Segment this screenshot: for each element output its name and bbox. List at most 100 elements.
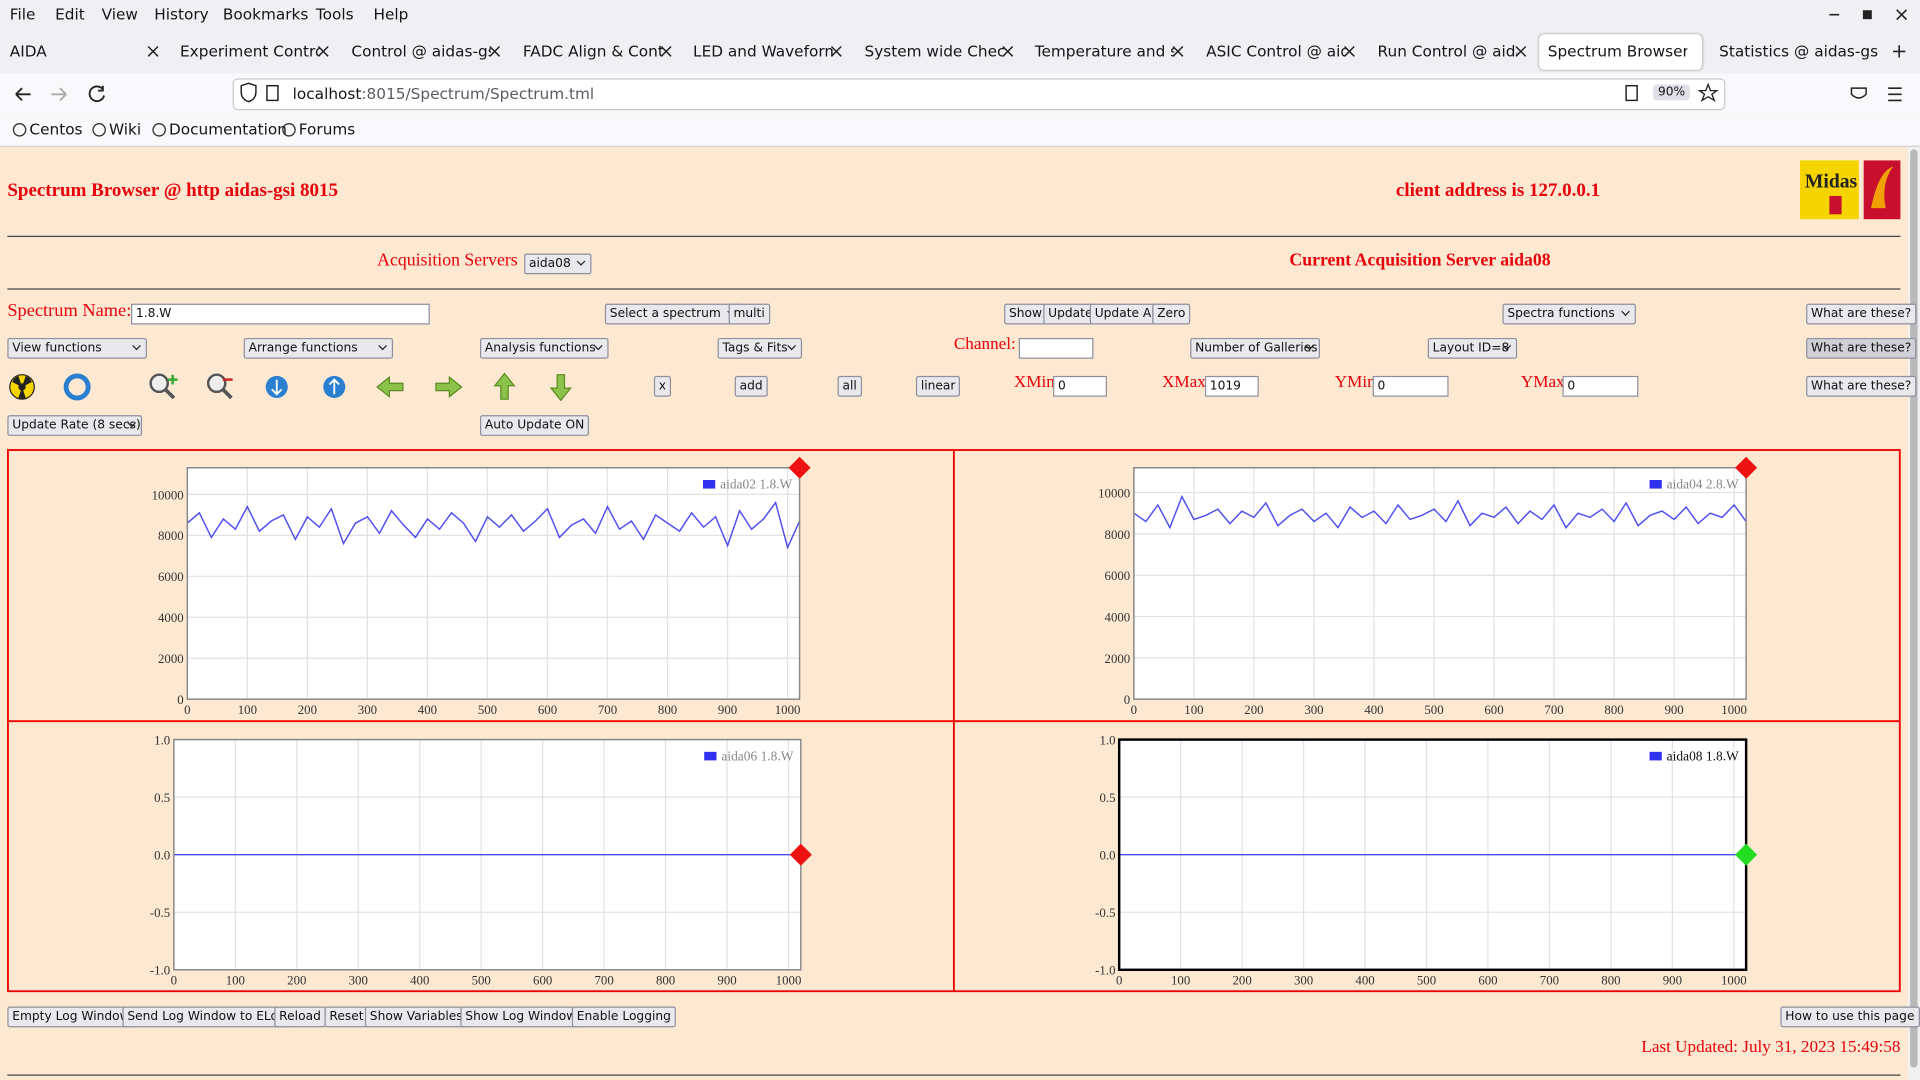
footer-button[interactable]: Show Variables (365, 1007, 468, 1028)
select[interactable]: Number of Galleries (1190, 338, 1320, 359)
button[interactable]: What are these? (1806, 376, 1916, 397)
plot-handle[interactable] (790, 844, 812, 866)
y-tick-label: 0.5 (154, 791, 170, 805)
tab-title[interactable]: Temperature and sta (1035, 42, 1175, 60)
footer-button[interactable]: Reset (324, 1007, 368, 1028)
tab-title[interactable]: FADC Align & Contro (523, 42, 663, 60)
y-tick-label: 0.5 (1099, 791, 1115, 805)
footer-button[interactable]: Reload (274, 1007, 325, 1028)
menu-item[interactable]: File (10, 5, 36, 23)
y-tick-label: 8000 (158, 529, 184, 543)
x-tick-label: 400 (1355, 973, 1374, 987)
button[interactable]: Show (1004, 304, 1047, 325)
x-tick-label: 400 (410, 973, 429, 987)
series-line (1134, 497, 1746, 528)
button[interactable]: multi (729, 304, 770, 325)
legend-swatch (1650, 480, 1662, 489)
button[interactable]: What are these? (1806, 304, 1916, 325)
tab-title[interactable]: Experiment Control @ (180, 42, 320, 60)
plot-handle[interactable] (1735, 457, 1757, 479)
select[interactable]: Layout ID=8 (1428, 338, 1517, 359)
input[interactable]: 0 (1373, 376, 1449, 397)
y-tick-label: 2000 (158, 652, 184, 666)
tab-title[interactable]: Statistics @ aidas-gsi (1719, 42, 1878, 60)
chart: 0100200300400500600700800900100002000400… (1098, 457, 1757, 717)
field-label: Channel: (954, 336, 1016, 356)
acq-current: Current Acquisition Server aida08 (1289, 251, 1550, 272)
footer-button[interactable]: Show Log Window (460, 1007, 581, 1028)
button[interactable]: add (735, 376, 768, 397)
button[interactable]: What are these? (1806, 338, 1916, 359)
legend-swatch (703, 480, 715, 489)
footer-button[interactable]: Empty Log Window (7, 1007, 134, 1028)
y-tick-label: 10000 (1098, 486, 1130, 500)
button[interactable]: Auto Update ON (480, 415, 589, 436)
x-tick-label: 1000 (775, 703, 801, 717)
plot-border (174, 740, 801, 970)
bookmark[interactable]: Centos (29, 120, 82, 138)
y-tick-label: 6000 (1105, 569, 1131, 583)
input[interactable]: 0 (1562, 376, 1638, 397)
menu-item[interactable]: Edit (55, 5, 85, 23)
menu-item[interactable]: Help (373, 5, 408, 23)
select[interactable]: Tags & Fits (718, 338, 802, 359)
tab-title[interactable]: LED and Waveform c (693, 42, 833, 60)
bookmark[interactable]: Forums (299, 120, 356, 138)
plot-handle[interactable] (1735, 844, 1757, 866)
bookmark[interactable]: Wiki (109, 120, 141, 138)
zoom-level[interactable]: 90% (1653, 84, 1690, 100)
x-tick-label: 400 (1364, 703, 1383, 717)
chart: 01002003004005006007008009001000-1.0-0.5… (150, 733, 812, 987)
x-tick-label: 500 (472, 973, 491, 987)
button[interactable]: x (654, 376, 671, 397)
plot-handle[interactable] (789, 457, 811, 479)
button[interactable]: all (838, 376, 862, 397)
menu-item[interactable]: History (154, 5, 208, 23)
input[interactable]: 1.8.W (131, 304, 430, 325)
x-tick-label: 0 (184, 703, 190, 717)
footer-button[interactable]: Send Log Window to ELog (122, 1007, 290, 1028)
x-tick-label: 100 (1184, 703, 1203, 717)
tab-title[interactable]: AIDA (10, 42, 47, 60)
select[interactable]: Arrange functions (244, 338, 393, 359)
button[interactable]: linear (916, 376, 960, 397)
x-tick-label: 100 (226, 973, 245, 987)
page-title: Spectrum Browser @ http aidas-gsi 8015 (7, 180, 338, 202)
tab-title[interactable]: Control @ aidas-gsi (351, 42, 491, 60)
menu-item[interactable]: View (102, 5, 138, 23)
x-tick-label: 600 (1478, 973, 1497, 987)
toolbar-icons[interactable] (10, 373, 571, 400)
select[interactable]: Analysis functions (480, 338, 609, 359)
menu-item[interactable]: Tools (316, 5, 354, 23)
x-tick-label: 0 (171, 973, 177, 987)
x-tick-label: 600 (1484, 703, 1503, 717)
help-button[interactable]: How to use this page (1780, 1007, 1919, 1028)
legend-label: aida02 1.8.W (720, 477, 792, 492)
x-tick-label: 800 (1601, 973, 1620, 987)
tab-title[interactable]: ASIC Control @ aida (1206, 42, 1346, 60)
y-tick-label: 8000 (1105, 528, 1131, 542)
button[interactable]: Zero (1152, 304, 1190, 325)
select[interactable]: Update Rate (8 secs) (7, 415, 142, 436)
tab-title[interactable]: Spectrum Browser @ (1548, 42, 1688, 60)
y-tick-label: 0.0 (1099, 849, 1115, 863)
input[interactable]: 0 (1053, 376, 1107, 397)
scroll-thumb[interactable] (1910, 149, 1917, 1067)
url-host: localhost (293, 84, 362, 102)
footer-button[interactable]: Enable Logging (572, 1007, 676, 1028)
x-tick-label: 100 (238, 703, 257, 717)
select[interactable]: Select a spectrum (605, 304, 742, 325)
acq-server-select[interactable]: aida08 (524, 253, 591, 274)
y-tick-label: 1.0 (1099, 733, 1115, 747)
legend-label: aida08 1.8.W (1667, 748, 1739, 763)
bookmark[interactable]: Documentation (169, 120, 287, 138)
input[interactable] (1019, 338, 1094, 359)
tab-title[interactable]: System wide Checks (864, 42, 1004, 60)
field-label: Spectrum Name: (7, 301, 131, 322)
select[interactable]: Spectra functions (1502, 304, 1635, 325)
tab-title[interactable]: Run Control @ aidas (1378, 42, 1518, 60)
menu-item[interactable]: Bookmarks (223, 5, 309, 23)
select[interactable]: View functions (7, 338, 147, 359)
input[interactable]: 1019 (1205, 376, 1259, 397)
